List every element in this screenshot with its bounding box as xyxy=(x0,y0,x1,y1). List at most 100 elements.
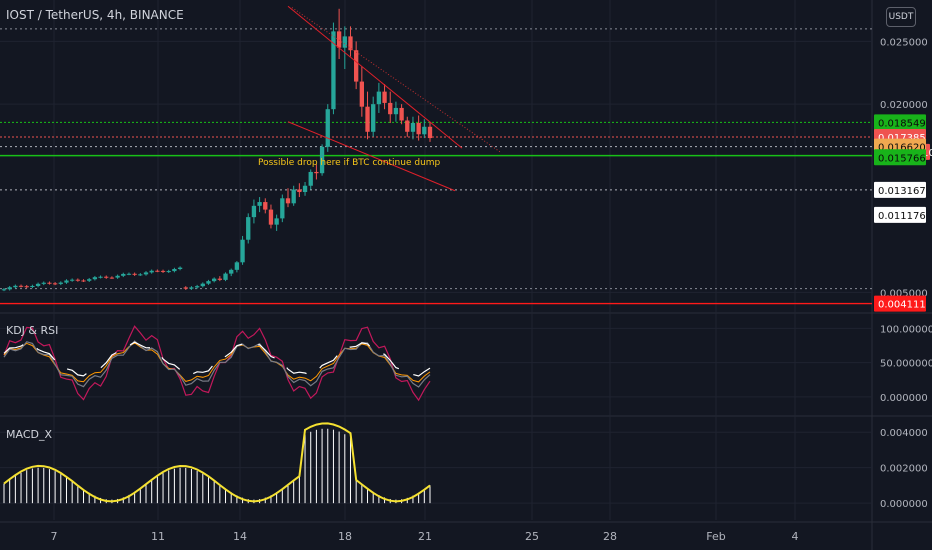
candle-body xyxy=(7,287,12,290)
price-axis-tick: 0.025000 xyxy=(880,37,928,48)
candle-body xyxy=(172,269,177,272)
candle-body xyxy=(149,270,154,273)
time-axis-label: 28 xyxy=(603,530,617,543)
candle-body xyxy=(75,279,80,281)
time-axis-label: Feb xyxy=(706,530,725,543)
candle-body xyxy=(393,107,399,115)
price-tag-label: 0.017385 xyxy=(878,133,926,144)
kdj-axis-tick: 0.000000 xyxy=(880,393,928,404)
price-tags: 0.0185490.01738523:100.0166200.0157660.0… xyxy=(874,114,932,312)
candle-body xyxy=(160,270,166,272)
candle-body xyxy=(240,239,245,263)
candle-body xyxy=(382,91,387,103)
candle-body xyxy=(132,273,137,275)
candle-body xyxy=(285,198,291,204)
candle-body xyxy=(314,171,319,174)
candle-body xyxy=(109,277,115,279)
candle-body xyxy=(121,273,126,276)
candle-body xyxy=(223,273,228,280)
candle-body xyxy=(177,267,183,270)
kdj-rsi-pane[interactable] xyxy=(3,325,431,402)
time-axis-label: 7 xyxy=(51,530,58,543)
candle-body xyxy=(81,280,86,282)
channel-upper-line xyxy=(287,5,463,149)
candle-body xyxy=(297,189,302,193)
candle-body xyxy=(47,282,52,284)
candle-body xyxy=(308,171,313,186)
candle-body xyxy=(325,109,330,147)
macd-line xyxy=(3,422,431,503)
candle-body xyxy=(189,287,194,289)
candle-body xyxy=(274,218,279,225)
channel-dotted-line xyxy=(291,7,501,153)
candle-body xyxy=(365,106,370,132)
symbol-title[interactable]: IOST / TetherUS, 4h, BINANCE xyxy=(6,8,184,22)
candle-body xyxy=(194,286,200,288)
kdj-axis-tick: 100.000000 xyxy=(880,324,932,335)
candle-body xyxy=(371,104,376,132)
candle-body xyxy=(1,289,7,291)
candle-body xyxy=(87,279,92,281)
candle-body xyxy=(302,185,308,193)
candle-body xyxy=(166,271,171,273)
kdj-k-line xyxy=(3,340,431,388)
candle-body xyxy=(319,146,325,174)
candle-body xyxy=(52,283,58,285)
candle-body xyxy=(251,205,257,218)
kdj-j-line xyxy=(3,325,431,402)
candle-body xyxy=(64,280,69,283)
candle-body xyxy=(41,282,46,284)
candle-body xyxy=(35,283,41,286)
time-axis-label: 18 xyxy=(338,530,352,543)
candle-body xyxy=(399,107,404,121)
macd-axis-tick: 0.002000 xyxy=(880,464,928,475)
price-axis[interactable]: 0.0250000.0200000.0050000.0100.00000050.… xyxy=(880,37,932,510)
time-axis-label: 25 xyxy=(525,530,539,543)
candle-body xyxy=(104,276,109,278)
candle-body xyxy=(126,273,132,275)
candle-body xyxy=(257,202,262,206)
time-axis[interactable]: 7 11 14 18 21 25 28 Feb 4 xyxy=(51,530,799,543)
kdj-rsi-title[interactable]: KDJ & RSI xyxy=(6,324,59,337)
annotation-text: Possible drop here if BTC continue dump xyxy=(258,158,441,168)
price-pane[interactable]: Possible drop here if BTC continue dump xyxy=(0,5,872,305)
candle-body xyxy=(354,50,359,82)
candle-body xyxy=(291,189,296,204)
price-tag-label: 0.011176 xyxy=(878,211,926,222)
candle-body xyxy=(200,283,205,287)
candle-body xyxy=(229,269,234,274)
candle-body xyxy=(359,81,364,107)
channel-lower-line xyxy=(287,121,456,192)
macd-pane[interactable] xyxy=(3,422,431,504)
macd-axis-tick: 0.004000 xyxy=(880,428,928,439)
price-tag-label: 0.018549 xyxy=(878,118,926,129)
candle-body xyxy=(98,276,103,278)
time-axis-label: 11 xyxy=(151,530,165,543)
macd-title[interactable]: MACD_X xyxy=(6,428,53,441)
macd-axis-tick: 0.000000 xyxy=(880,499,928,510)
candle-body xyxy=(331,31,336,110)
time-axis-label: 21 xyxy=(418,530,432,543)
price-tag-label: 0.013167 xyxy=(878,186,926,197)
candle-body xyxy=(280,198,285,219)
candle-body xyxy=(217,278,222,280)
time-axis-label: 14 xyxy=(233,530,247,543)
candle-body xyxy=(416,122,421,135)
candle-body xyxy=(405,120,410,132)
candle-body xyxy=(13,285,18,288)
rsi-line xyxy=(3,341,431,377)
candle-body xyxy=(30,285,35,287)
candle-body xyxy=(24,286,29,288)
candle-body xyxy=(342,36,347,48)
candle-body xyxy=(58,282,63,284)
price-tag-label: 0.004111 xyxy=(878,300,926,311)
price-axis-tick: 0.005000 xyxy=(880,288,928,299)
candle-body xyxy=(138,274,143,276)
kdj-axis-tick: 50.000000 xyxy=(880,359,932,370)
candle-body xyxy=(376,91,382,105)
price-axis-tick: 0.020000 xyxy=(880,100,928,111)
currency-button[interactable]: USDT xyxy=(886,7,916,27)
price-tag-bg xyxy=(874,206,926,223)
